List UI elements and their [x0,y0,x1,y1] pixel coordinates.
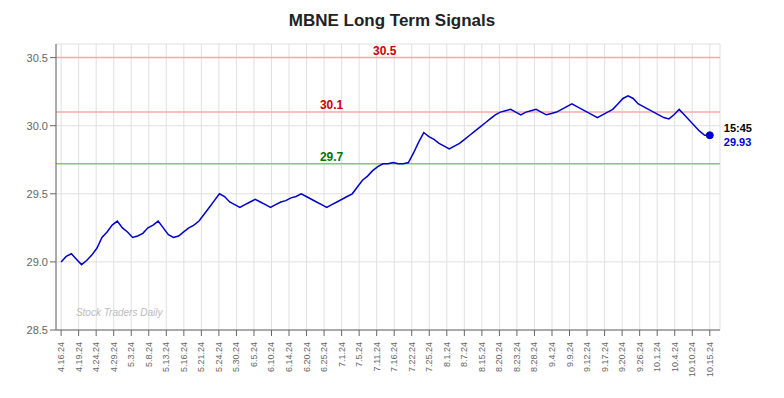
svg-text:30.0: 30.0 [27,120,48,132]
svg-text:6.10.24: 6.10.24 [266,342,276,372]
html-text:Stock Traders Daily: Stock Traders Daily [75,306,163,318]
svg-text:6.20.24: 6.20.24 [302,342,312,372]
svg-text:10.15.24: 10.15.24 [705,342,715,377]
svg-text:9.9.24: 9.9.24 [565,342,575,367]
svg-text:4.29.24: 4.29.24 [109,342,119,372]
svg-text:10.4.24: 10.4.24 [670,342,680,372]
svg-text:6.14.24: 6.14.24 [284,342,294,372]
svg-text:5.21.24: 5.21.24 [196,342,206,372]
svg-text:5.13.24: 5.13.24 [161,342,171,372]
svg-text:7.11.24: 7.11.24 [372,342,382,371]
svg-text:7.25.24: 7.25.24 [424,342,434,372]
svg-text:28.5: 28.5 [27,324,48,336]
svg-text:29.0: 29.0 [27,256,48,268]
svg-text:4.16.24: 4.16.24 [56,342,66,372]
svg-text:5.30.24: 5.30.24 [231,342,241,372]
svg-text:8.23.24: 8.23.24 [512,342,522,372]
svg-text:7.22.24: 7.22.24 [407,342,417,372]
svg-text:5.16.24: 5.16.24 [179,342,189,372]
svg-text:10.10.24: 10.10.24 [687,342,697,377]
svg-text:29.93: 29.93 [724,136,752,148]
svg-text:10.1.24: 10.1.24 [652,342,662,372]
svg-text:7.16.24: 7.16.24 [389,342,399,372]
svg-text:7.5.24: 7.5.24 [354,342,364,367]
svg-text:8.28.24: 8.28.24 [529,342,539,372]
svg-text:9.4.24: 9.4.24 [547,342,557,367]
svg-text:15:45: 15:45 [724,122,752,134]
svg-text:8.15.24: 8.15.24 [477,342,487,372]
svg-text:29.7: 29.7 [320,150,344,164]
svg-text:8.7.24: 8.7.24 [459,342,469,367]
svg-text:29.5: 29.5 [27,188,48,200]
svg-text:30.1: 30.1 [320,98,344,112]
svg-text:5.8.24: 5.8.24 [144,342,154,367]
svg-text:5.24.24: 5.24.24 [214,342,224,372]
svg-text:30.5: 30.5 [27,52,48,64]
svg-text:6.25.24: 6.25.24 [319,342,329,372]
svg-text:9.20.24: 9.20.24 [617,342,627,372]
svg-text:4.19.24: 4.19.24 [74,342,84,372]
svg-text:30.5: 30.5 [373,44,397,58]
svg-text:9.17.24: 9.17.24 [600,342,610,372]
svg-text:4.24.24: 4.24.24 [91,342,101,372]
svg-text:6.5.24: 6.5.24 [249,342,259,367]
svg-text:5.3.24: 5.3.24 [126,342,136,367]
svg-text:8.20.24: 8.20.24 [494,342,504,372]
svg-text:8.1.24: 8.1.24 [442,342,452,367]
svg-text:7.1.24: 7.1.24 [337,342,347,367]
svg-text:9.12.24: 9.12.24 [582,342,592,372]
svg-text:9.26.24: 9.26.24 [635,342,645,372]
html-text:MBNE Long Term Signals: MBNE Long Term Signals [288,11,496,30]
